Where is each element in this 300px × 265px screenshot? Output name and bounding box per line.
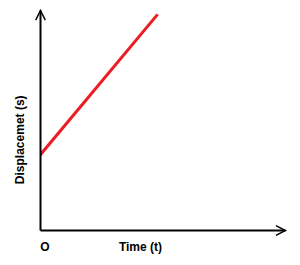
y-axis [40,11,41,231]
plot-area [40,11,286,231]
x-axis-title: Time (t) [119,240,162,254]
origin-label: O [40,240,49,254]
data-line [40,14,158,155]
chart-container: Time (t) Displacemet (s) O [0,0,300,265]
x-axis-line [41,230,286,232]
chart-svg: Time (t) Displacemet (s) O [0,0,300,265]
x-axis [41,230,286,231]
y-axis-line [40,11,42,231]
y-axis-title: Displacemet (s) [13,95,27,184]
series-group [40,14,158,155]
